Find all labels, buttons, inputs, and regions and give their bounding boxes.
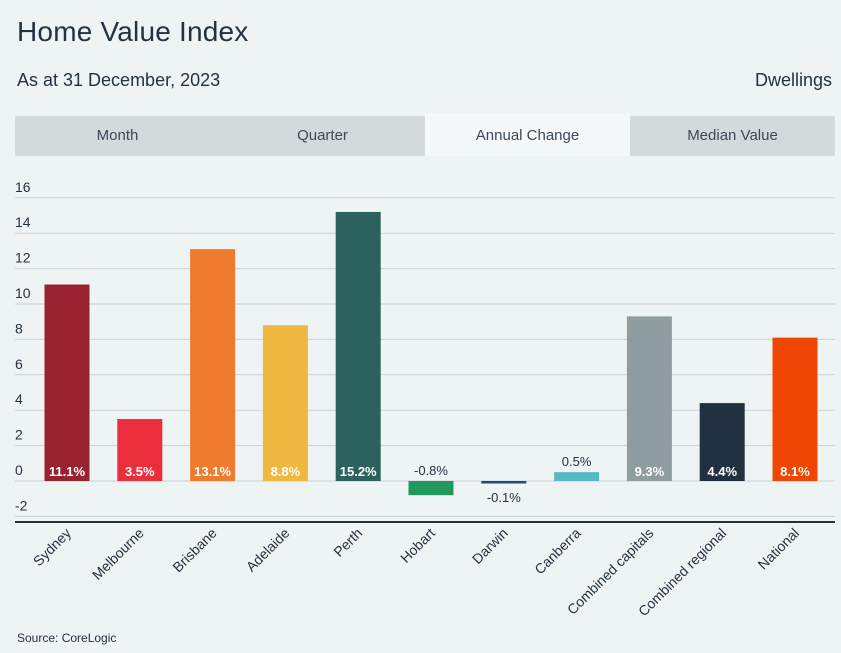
source-note: Source: CoreLogic — [17, 631, 117, 645]
x-tick-label: Brisbane — [169, 525, 220, 576]
page-title: Home Value Index — [17, 16, 249, 47]
tab-quarter[interactable]: Quarter — [297, 127, 348, 144]
x-tick-label: Adelaide — [243, 525, 293, 575]
y-tick-label: 12 — [15, 250, 31, 266]
dwellings-label: Dwellings — [754, 70, 832, 90]
data-label: 9.3% — [635, 464, 665, 479]
x-tick-label: Canberra — [531, 525, 584, 578]
bar-adelaide — [262, 325, 308, 481]
bar-melbourne — [117, 419, 163, 481]
x-tick-label: Melbourne — [89, 525, 147, 583]
data-label: 4.4% — [707, 464, 737, 479]
bar-combined-capitals — [626, 316, 672, 481]
y-tick-label: 2 — [15, 427, 23, 443]
bar-perth — [335, 211, 381, 481]
x-tick-label: Darwin — [469, 525, 511, 567]
x-tick-label: National — [754, 525, 802, 573]
bar-sydney — [44, 284, 90, 481]
bar-brisbane — [190, 249, 236, 481]
data-label: 8.8% — [271, 464, 301, 479]
y-tick-label: 14 — [15, 214, 31, 230]
y-tick-label: 0 — [15, 462, 23, 478]
bar-hobart — [408, 481, 454, 496]
tab-median-value[interactable]: Median Value — [687, 127, 778, 144]
bar-national — [772, 337, 818, 481]
data-label: 3.5% — [125, 464, 155, 479]
bar-combined-regional — [699, 403, 745, 481]
x-tick-label: Perth — [330, 525, 365, 560]
y-tick-label: 10 — [15, 285, 31, 301]
data-label: 8.1% — [780, 464, 810, 479]
bar-darwin — [481, 481, 527, 484]
bar-canberra — [554, 472, 600, 481]
y-tick-label: 8 — [15, 320, 23, 336]
data-label: 13.1% — [194, 464, 231, 479]
y-tick-label: 16 — [15, 179, 31, 195]
y-tick-label: 4 — [15, 391, 23, 407]
bar-chart: -2 0 2 4 6 8 10 12 14 16 11.1% Sydney 3.5% Melbourne 1… — [15, 179, 835, 619]
x-tick-label: Sydney — [30, 525, 74, 569]
y-tick-label: 6 — [15, 356, 23, 372]
tab-bar: Month Quarter Annual Change Median Value — [15, 113, 835, 156]
date-subtitle: As at 31 December, 2023 — [17, 70, 221, 90]
data-label: 11.1% — [49, 464, 86, 479]
data-label: 0.5% — [562, 454, 592, 469]
data-label: 15.2% — [340, 464, 377, 479]
x-tick-label: Hobart — [397, 525, 438, 566]
tab-annual-change[interactable]: Annual Change — [425, 113, 630, 156]
y-tick-label: -2 — [15, 497, 28, 513]
tab-month[interactable]: Month — [96, 127, 139, 144]
data-label: -0.8% — [414, 463, 448, 478]
data-label: -0.1% — [487, 490, 521, 505]
